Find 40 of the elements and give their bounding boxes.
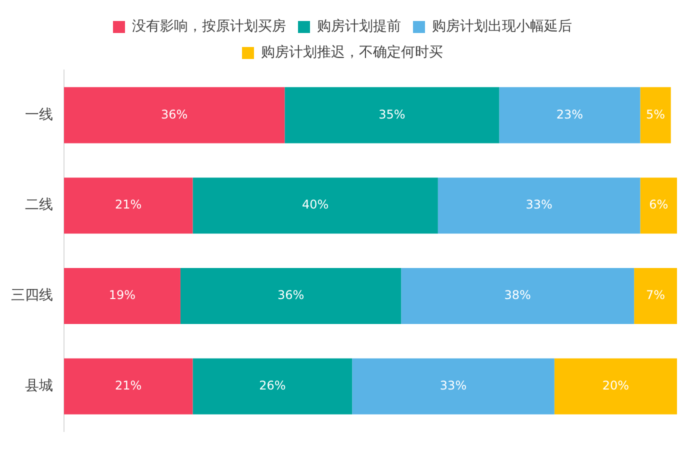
legend-label: 没有影响，按原计划买房	[132, 18, 286, 35]
legend-label: 购房计划出现小幅延后	[432, 18, 572, 35]
data-label: 21%	[115, 198, 142, 212]
data-label: 33%	[526, 198, 552, 212]
data-label: 38%	[504, 288, 531, 302]
bar	[284, 87, 500, 144]
bar	[640, 87, 671, 144]
bar	[499, 87, 640, 144]
data-label: 7%	[646, 288, 666, 302]
y-tick-label: 一线	[25, 106, 53, 123]
data-label: 21%	[115, 378, 142, 393]
y-tick-label: 县城	[25, 378, 53, 394]
bar	[192, 358, 352, 414]
bar	[192, 178, 438, 234]
bar	[352, 358, 554, 414]
data-label: 35%	[378, 107, 406, 122]
data-label: 20%	[602, 378, 630, 393]
bar	[401, 268, 634, 324]
bar	[64, 268, 180, 324]
data-label: 40%	[302, 198, 329, 212]
legend-label: 购房计划推迟，不确定何时买	[261, 44, 443, 61]
data-label: 5%	[646, 107, 666, 122]
bar	[640, 178, 677, 234]
bar	[64, 358, 193, 414]
data-label: 33%	[440, 378, 467, 393]
bar	[634, 268, 677, 324]
bar	[438, 178, 640, 234]
bar	[64, 87, 285, 144]
bar	[180, 268, 402, 324]
data-label: 26%	[259, 378, 286, 393]
data-label: 36%	[161, 107, 188, 122]
bar	[64, 178, 193, 234]
data-label: 19%	[108, 288, 136, 302]
legend-label: 购房计划提前	[317, 18, 401, 35]
y-tick-label: 二线	[25, 197, 53, 214]
data-label: 36%	[277, 288, 304, 302]
data-label: 23%	[556, 107, 584, 122]
data-label: 6%	[649, 198, 668, 212]
y-tick-label: 三四线	[11, 288, 53, 304]
bar	[554, 358, 677, 414]
